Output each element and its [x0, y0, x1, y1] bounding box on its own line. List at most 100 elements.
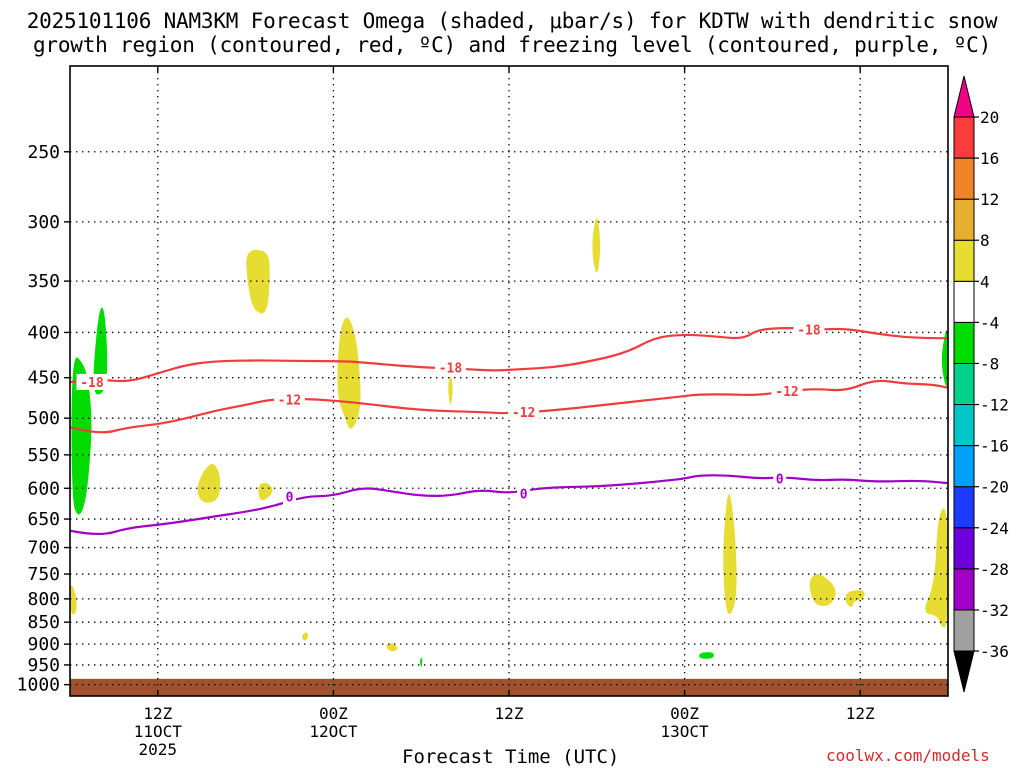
- colorbar-label: 8: [980, 231, 990, 250]
- contour-label-bg: [771, 383, 803, 400]
- y-tick-label: 300: [27, 212, 60, 233]
- contour-line-minus12-1: [70, 379, 948, 434]
- chart-title-line1: 2025101106 NAM3KM Forecast Omega (shaded…: [26, 9, 998, 33]
- omega-region-16: [809, 574, 836, 606]
- colorbar-swatch: [953, 362, 975, 406]
- colorbar-swatch: [953, 404, 975, 447]
- y-tick-label: 950: [27, 655, 60, 676]
- contour-label: -12: [278, 393, 301, 408]
- y-tick-label: 750: [27, 564, 60, 585]
- y-tick-label: 450: [27, 368, 60, 389]
- x-tick-label: 00Z: [319, 704, 348, 723]
- colorbar-label: 20: [980, 108, 999, 127]
- contour-lines: -18 -18 -18 -12 -12 -12 0 0 0: [70, 321, 948, 536]
- x-tick-label: 11OCT: [134, 722, 183, 741]
- x-tick-label: 12Z: [143, 704, 172, 723]
- colorbar-swatch: [953, 198, 975, 241]
- omega-region-8: [448, 376, 453, 405]
- y-tick-label: 800: [27, 589, 60, 610]
- y-tick-label: 900: [27, 634, 60, 655]
- contour-label-bg: [274, 391, 305, 408]
- colorbar-label: -28: [980, 560, 1009, 579]
- colorbar-swatch: [953, 239, 975, 282]
- colorbar-arrow-bottom: [953, 650, 975, 693]
- colorbar-label: -20: [980, 478, 1009, 497]
- chart-title-line2: growth region (contoured, red, ºC) and f…: [32, 33, 992, 57]
- contour-label-bg: [283, 488, 296, 505]
- omega-region-2: [93, 307, 108, 395]
- omega-region-15: [723, 494, 737, 615]
- contour-label: -18: [439, 361, 463, 376]
- colorbar-swatch: [953, 116, 975, 159]
- contour-label: -18: [797, 324, 821, 339]
- omega-region-1: [71, 357, 92, 515]
- colorbar-swatch: [953, 280, 975, 323]
- colorbar-label: 4: [980, 272, 990, 291]
- omega-region-5: [699, 652, 714, 659]
- y-tick-label: 700: [27, 538, 60, 559]
- contour-label-bg: [434, 359, 466, 376]
- colorbar-label: -16: [980, 437, 1009, 456]
- colorbar-label: -4: [980, 313, 999, 332]
- colorbar-label: 16: [980, 149, 999, 168]
- x-tick-label: 12OCT: [309, 722, 358, 741]
- x-tick-label: 00Z: [670, 704, 699, 723]
- y-tick-label: 550: [27, 445, 60, 466]
- colorbar-swatch: [953, 568, 975, 611]
- colorbar-label: -8: [980, 354, 999, 373]
- contour-label-bg: [773, 470, 787, 487]
- ground-layer: [70, 678, 948, 696]
- contour-label: -18: [80, 376, 104, 391]
- colorbar-swatch: [953, 527, 975, 570]
- y-tick-label: 850: [27, 612, 60, 633]
- x-tick-label: 12Z: [495, 704, 524, 723]
- y-tick-label: 600: [27, 478, 60, 499]
- y-tick-label: 500: [27, 408, 60, 429]
- credit-link[interactable]: coolwx.com/models: [826, 746, 990, 765]
- colorbar-label: -12: [980, 396, 1009, 415]
- y-tick-label: 350: [27, 271, 60, 292]
- contour-label: 0: [776, 473, 784, 488]
- x-tick-label: 2025: [139, 740, 178, 759]
- y-tick-label: 250: [27, 142, 60, 163]
- colorbar: -36 -32 -28 -24 -20 -16 -12 -8 -4 4 8 12 16 20: [953, 75, 1009, 693]
- colorbar-swatch: [953, 486, 975, 529]
- omega-region-4: [420, 657, 423, 667]
- x-tick-label: 12Z: [846, 704, 875, 723]
- shaded-regions: [70, 218, 948, 667]
- omega-region-10: [197, 464, 221, 503]
- colorbar-label: -36: [980, 642, 1009, 661]
- colorbar-swatch: [953, 157, 975, 200]
- omega-region-11: [258, 483, 273, 501]
- omega-region-9: [592, 218, 601, 273]
- contour-label: -12: [512, 406, 535, 421]
- colorbar-arrow-top: [953, 75, 975, 118]
- omega-region-18: [925, 508, 948, 628]
- colorbar-label: -32: [980, 601, 1009, 620]
- y-axis: 2503003504004505005506006507007508008509…: [17, 142, 70, 696]
- x-tick-label: 13OCT: [661, 722, 710, 741]
- colorbar-label: 12: [980, 190, 999, 209]
- omega-region-6: [246, 249, 270, 314]
- contour-label-bg: [793, 321, 825, 338]
- contour-label: 0: [520, 487, 528, 502]
- omega-region-14: [386, 643, 398, 652]
- omega-region-12: [70, 585, 77, 615]
- colorbar-swatch: [953, 321, 975, 364]
- contour-label-bg: [508, 404, 540, 421]
- contour-label: 0: [286, 491, 294, 506]
- colorbar-swatch: [953, 445, 975, 488]
- omega-region-3: [941, 329, 948, 387]
- contour-label-bg: [517, 485, 531, 502]
- omega-region-13: [302, 632, 308, 641]
- colorbar-swatch: [953, 609, 975, 652]
- contour-label: -12: [775, 385, 798, 400]
- y-tick-label: 400: [27, 322, 60, 343]
- colorbar-label: -24: [980, 519, 1009, 538]
- y-tick-label: 1000: [17, 675, 60, 696]
- y-tick-label: 650: [27, 509, 60, 530]
- plot-area: [70, 66, 948, 696]
- x-axis-title: Forecast Time (UTC): [402, 746, 620, 768]
